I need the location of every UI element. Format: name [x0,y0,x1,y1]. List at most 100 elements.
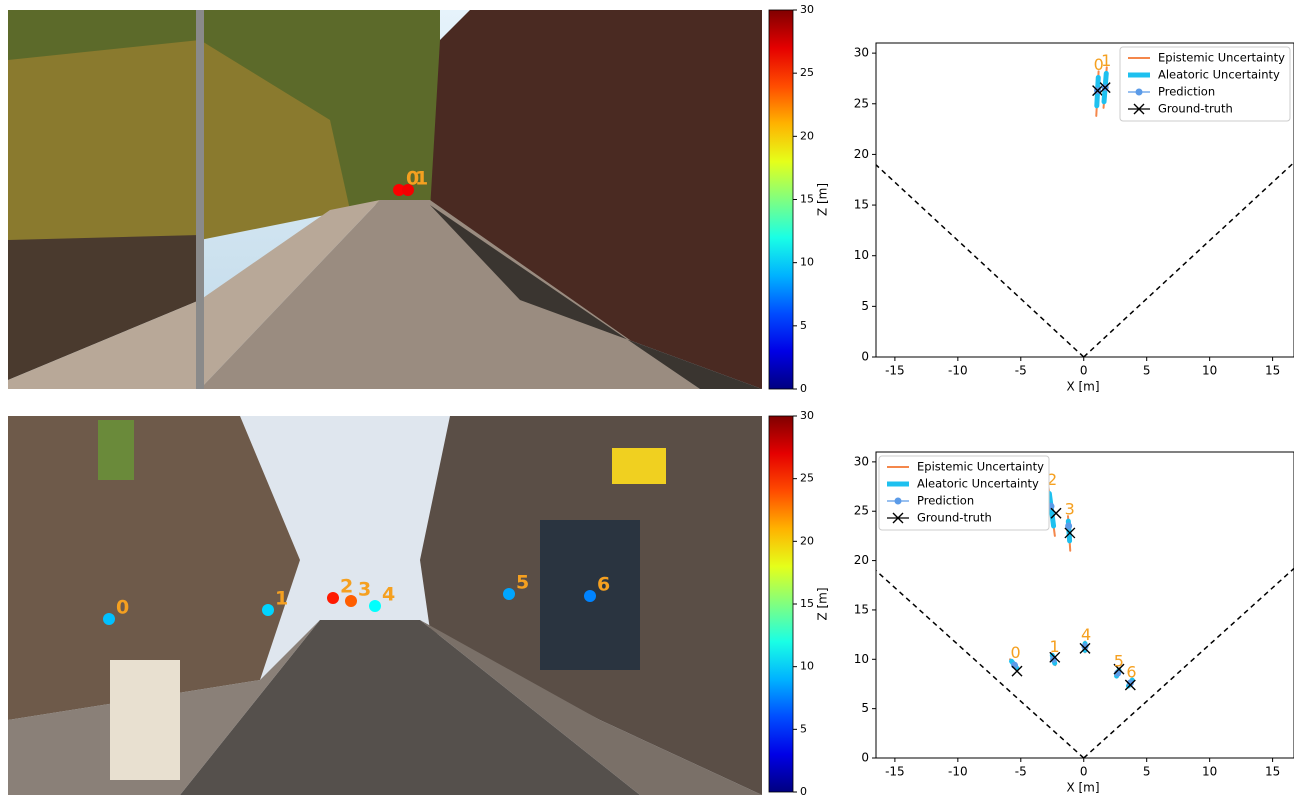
legend-symbol [892,512,904,524]
ground-truth-marker [1064,527,1076,539]
colorbar-tick-label: 0 [800,785,807,798]
ground-truth-marker [1113,663,1125,675]
photo-detection-label: 2 [340,576,353,598]
ground-truth-marker [1050,507,1062,519]
y-tick-label: 30 [854,46,869,60]
legend-label: Prediction [1158,85,1215,99]
y-tick-label: 0 [861,751,869,765]
photo-detection [503,588,515,600]
y-tick-label: 5 [861,701,869,715]
colorbar-tick-label: 15 [800,597,814,610]
colorbar-tick-label: 20 [800,534,814,547]
x-tick-label: -5 [1015,765,1027,779]
x-tick-label: -15 [885,765,905,779]
colorbar-tick-label: 25 [800,66,814,79]
photo-detection-label: 3 [358,579,371,601]
photo-detection [327,592,339,604]
fov-line [1083,567,1294,759]
legend-label: Ground-truth [1158,102,1233,116]
point-label: 4 [1081,625,1091,644]
legend-label: Epistemic Uncertainty [1158,51,1285,65]
x-tick-label: 15 [1265,364,1280,378]
photo-detection-label: 5 [516,572,529,594]
colorbar-tick-label: 5 [800,722,807,735]
point-label: 5 [1114,652,1124,671]
y-tick-label: 30 [854,454,869,468]
y-tick-label: 0 [861,350,869,364]
y-tick-label: 25 [854,96,869,110]
y-tick-label: 20 [854,147,869,161]
y-tick-label: 15 [854,198,869,212]
colorbar-tick-label: 10 [800,660,814,673]
ground-truth-marker [1092,85,1104,97]
colorbar-tick-label: 30 [800,3,814,16]
x-tick-label: -5 [1015,364,1027,378]
x-tick-label: -10 [948,364,968,378]
prediction-point [1126,679,1134,687]
fov-line [875,570,1085,759]
legend-box [878,455,1050,531]
y-tick-label: 20 [854,553,869,567]
point-label: 0 [1010,643,1020,662]
colorbar-label: Z [m] [816,587,830,620]
colorbar-tick-label: 5 [800,319,807,332]
point-label: 1 [1050,637,1060,656]
photo-detection [584,590,596,602]
photo-detection-label: 1 [275,588,288,610]
ground-truth-marker [1049,651,1061,663]
legend-symbol [1133,103,1145,115]
colorbar-tick-label: 15 [800,193,814,206]
legend-box [1119,46,1291,122]
photo-detection-label: 6 [597,574,610,596]
legend-label: Epistemic Uncertainty [917,460,1044,474]
colorbar-tick-label: 25 [800,472,814,485]
photo-detection [345,595,357,607]
point-label: 3 [1065,500,1075,519]
photo-detection [369,600,381,612]
prediction-point [1081,642,1089,650]
y-tick-label: 10 [854,652,869,666]
ground-truth-marker [1124,679,1136,691]
x-tick-label: 10 [1202,765,1217,779]
photo-detection-label: 0 [116,597,129,619]
y-tick-label: 10 [854,248,869,262]
legend-label: Aleatoric Uncertainty [1158,68,1280,82]
x-tick-label: -15 [885,364,905,378]
x-tick-label: 0 [1080,364,1088,378]
photo-detection [393,184,405,196]
photo-detection [402,184,414,196]
x-tick-label: 0 [1080,765,1088,779]
photo-top [8,10,762,389]
y-tick-label: 15 [854,602,869,616]
point-label: 2 [1047,470,1057,489]
y-tick-label: 5 [861,299,869,313]
photo-detection [262,604,274,616]
colorbar-label: Z [m] [816,183,830,216]
colorbar-tick-label: 10 [800,256,814,269]
ground-truth-marker [1099,82,1111,94]
photo-detection [103,613,115,625]
point-label: 0 [1094,55,1104,74]
photo-detection-label: 4 [382,584,395,606]
legend-label: Ground-truth [917,511,992,525]
legend-symbol [1135,88,1143,96]
colorbar [768,415,794,793]
colorbar-tick-label: 20 [800,129,814,142]
photo-detection-label: 0 [406,168,419,190]
x-tick-label: 5 [1143,765,1151,779]
prediction-point [1065,522,1073,530]
x-tick-label: 5 [1143,364,1151,378]
x-axis-label: X [m] [1066,380,1099,394]
x-tick-label: 10 [1202,364,1217,378]
legend-label: Aleatoric Uncertainty [917,477,1039,491]
point-label: 1 [1101,51,1111,70]
point-label: 6 [1126,663,1136,682]
x-axis-label: X [m] [1066,781,1099,795]
y-tick-label: 25 [854,504,869,518]
fov-line [875,164,1085,358]
x-tick-label: 15 [1265,765,1280,779]
ground-truth-marker [1011,665,1023,677]
ground-truth-marker [1079,642,1091,654]
colorbar-tick-label: 0 [800,382,807,395]
